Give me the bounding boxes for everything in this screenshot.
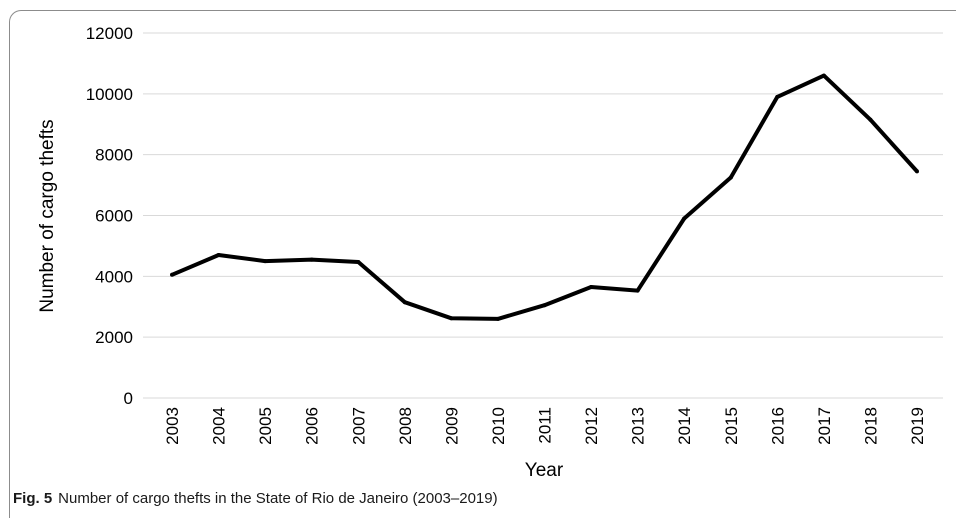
y-axis-title: Number of cargo thefts bbox=[37, 119, 58, 312]
x-tick-label: 2014 bbox=[675, 407, 694, 445]
x-tick-label: 2009 bbox=[442, 407, 461, 445]
data-point bbox=[775, 94, 780, 99]
data-point bbox=[728, 175, 733, 180]
series-line bbox=[171, 73, 919, 321]
y-tick-label: 4000 bbox=[95, 267, 133, 286]
x-tick-label: 2007 bbox=[349, 407, 368, 445]
figure-caption: Fig. 5 Number of cargo thefts in the Stat… bbox=[13, 490, 498, 507]
x-tick-label: 2015 bbox=[722, 407, 741, 445]
data-point bbox=[915, 169, 919, 174]
data-point bbox=[682, 216, 687, 221]
x-tick-label: 2013 bbox=[629, 407, 648, 445]
data-point bbox=[309, 257, 314, 262]
figure-number: Fig. 5 bbox=[13, 490, 53, 507]
x-tick-label: 2019 bbox=[908, 407, 927, 445]
x-tick-label: 2010 bbox=[489, 407, 508, 445]
x-tick-label: 2004 bbox=[210, 407, 229, 445]
data-point bbox=[170, 272, 174, 277]
x-tick-label: 2011 bbox=[536, 407, 555, 444]
figure-border bbox=[9, 10, 956, 518]
data-point bbox=[495, 316, 500, 321]
y-tick-label: 0 bbox=[124, 389, 133, 408]
y-tick-label: 6000 bbox=[95, 207, 133, 226]
data-point bbox=[263, 259, 268, 264]
series-group bbox=[170, 73, 919, 321]
data-point bbox=[356, 260, 361, 264]
y-tick-label: 2000 bbox=[95, 328, 133, 347]
data-point bbox=[821, 73, 826, 78]
x-tick-label: 2016 bbox=[768, 407, 787, 445]
x-tick-label: 2006 bbox=[303, 407, 322, 445]
data-point bbox=[868, 117, 873, 122]
x-tick-label: 2008 bbox=[396, 407, 415, 445]
x-tick-label: 2003 bbox=[163, 407, 182, 445]
y-tick-label: 12000 bbox=[86, 24, 133, 43]
data-point bbox=[635, 288, 640, 293]
figure-caption-text: Number of cargo thefts in the State of R… bbox=[58, 490, 498, 507]
data-point bbox=[449, 316, 454, 321]
data-point bbox=[542, 303, 547, 308]
x-tick-label: 2018 bbox=[861, 407, 880, 445]
x-axis-title: Year bbox=[525, 460, 564, 481]
gridlines bbox=[143, 32, 943, 399]
y-tick-label: 8000 bbox=[95, 146, 133, 165]
x-tick-label: 2012 bbox=[582, 407, 601, 445]
y-tick-labels: 0 2000 4000 6000 8000 10000 12000 bbox=[86, 24, 133, 408]
data-point bbox=[402, 300, 407, 305]
y-tick-label: 10000 bbox=[86, 85, 133, 104]
x-tick-labels: 2003 2004 2005 2006 2007 2008 2009 2010 2011 2012… bbox=[163, 407, 927, 445]
x-tick-label: 2005 bbox=[256, 407, 275, 445]
data-point bbox=[589, 285, 594, 289]
x-tick-label: 2017 bbox=[815, 407, 834, 445]
data-point bbox=[216, 253, 221, 257]
